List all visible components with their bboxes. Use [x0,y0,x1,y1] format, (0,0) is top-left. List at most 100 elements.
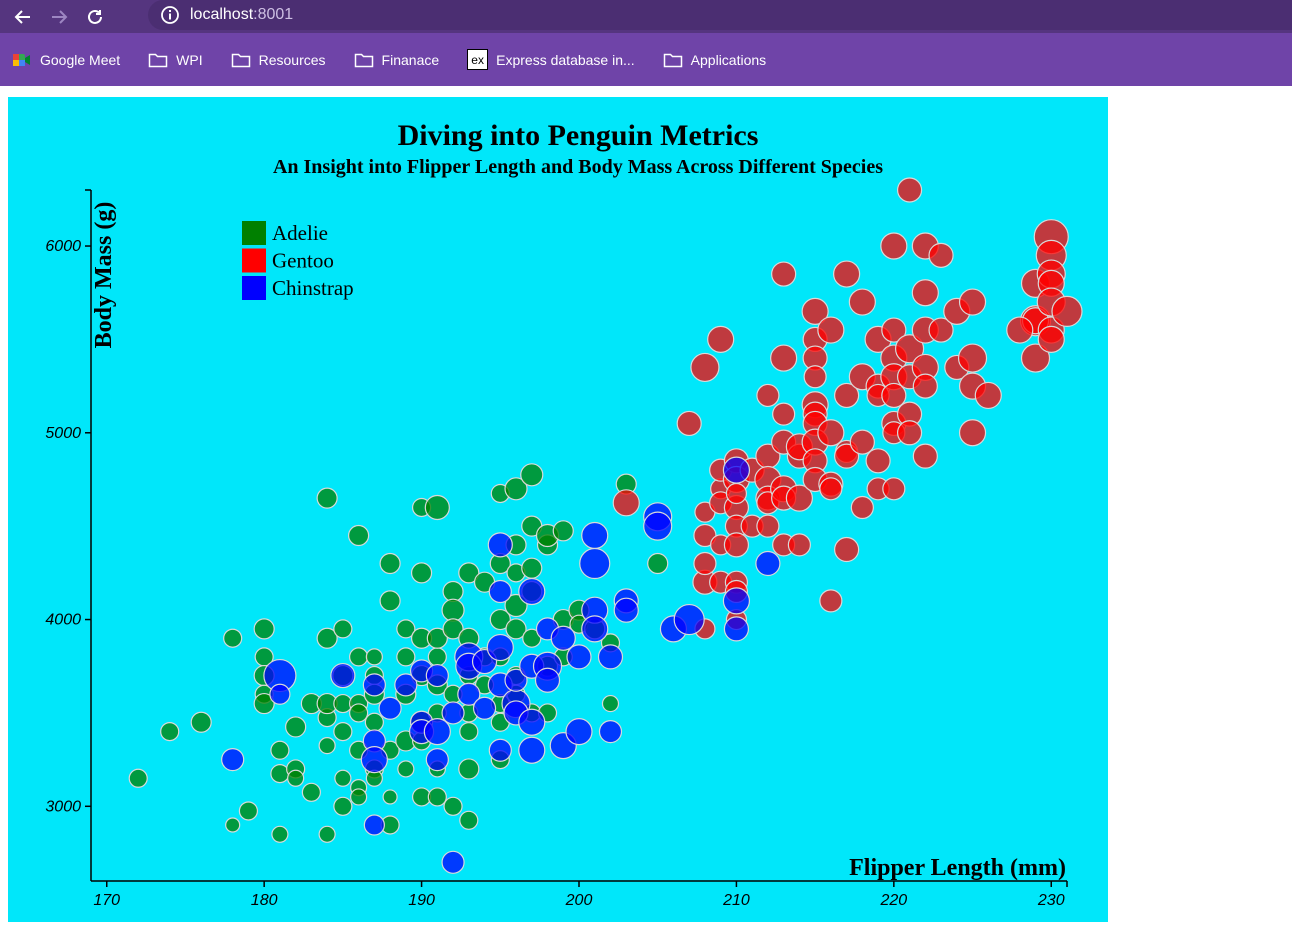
data-point-adelie[interactable] [270,740,290,760]
data-point-gentoo[interactable] [928,317,954,343]
data-point-chinstrap[interactable] [518,577,546,606]
data-point-chinstrap[interactable] [269,683,291,705]
data-point-gentoo[interactable] [881,317,907,343]
data-point-chinstrap[interactable] [581,615,609,643]
data-point-gentoo[interactable] [723,532,750,558]
data-point-chinstrap[interactable] [472,696,497,720]
data-point-chinstrap[interactable] [550,625,576,651]
bookmark-finanace[interactable]: Finanace [354,52,439,68]
data-point-chinstrap[interactable] [598,719,623,744]
data-point-adelie[interactable] [505,618,527,640]
data-point-adelie[interactable] [253,618,275,640]
data-point-chinstrap[interactable] [613,597,639,623]
data-point-chinstrap[interactable] [518,708,546,736]
data-point-chinstrap[interactable] [330,662,356,689]
data-point-gentoo[interactable] [865,448,891,474]
data-point-adelie[interactable] [316,487,338,509]
data-point-adelie[interactable] [285,716,307,738]
data-point-gentoo[interactable] [848,288,876,316]
data-point-chinstrap[interactable] [518,736,546,764]
data-point-gentoo[interactable] [756,383,780,408]
data-point-chinstrap[interactable] [565,717,593,746]
data-point-gentoo[interactable] [894,334,925,364]
data-point-adelie[interactable] [379,590,401,612]
bookmark-google-meet[interactable]: Google Meet [12,52,120,68]
info-icon[interactable] [160,5,180,25]
data-point-gentoo[interactable] [612,489,640,517]
data-point-chinstrap[interactable] [425,663,449,688]
data-point-gentoo[interactable] [771,261,797,287]
data-point-chinstrap[interactable] [566,644,592,670]
data-point-adelie[interactable] [459,810,479,830]
data-point-adelie[interactable] [349,703,369,723]
data-point-adelie[interactable] [333,619,353,639]
data-point-chinstrap[interactable] [597,644,624,670]
data-point-gentoo[interactable] [834,536,860,563]
data-point-adelie[interactable] [410,562,433,584]
data-point-adelie[interactable] [601,694,620,713]
data-point-chinstrap[interactable] [441,850,465,874]
data-point-gentoo[interactable] [850,495,874,520]
data-point-adelie[interactable] [397,760,415,778]
bookmark-resources[interactable]: Resources [231,52,326,68]
data-point-adelie[interactable] [316,627,338,649]
data-point-adelie[interactable] [458,758,480,780]
data-point-chinstrap[interactable] [673,603,705,636]
data-point-gentoo[interactable] [896,177,923,203]
data-point-adelie[interactable] [426,627,448,649]
data-point-gentoo[interactable] [1020,343,1051,373]
data-point-gentoo[interactable] [785,484,813,512]
data-point-gentoo[interactable] [1051,295,1083,327]
data-point-adelie[interactable] [443,796,463,816]
data-point-chinstrap[interactable] [378,696,402,720]
data-point-adelie[interactable] [427,787,447,807]
data-point-gentoo[interactable] [849,429,875,455]
data-point-chinstrap[interactable] [581,521,609,550]
data-point-adelie[interactable] [424,494,450,521]
data-point-chinstrap[interactable] [221,748,245,772]
data-point-adelie[interactable] [318,737,336,755]
data-point-chinstrap[interactable] [394,673,418,697]
data-point-adelie[interactable] [520,463,544,487]
data-point-gentoo[interactable] [676,410,702,437]
data-point-gentoo[interactable] [928,242,954,268]
data-point-chinstrap[interactable] [722,587,751,615]
data-point-chinstrap[interactable] [504,668,528,692]
data-point-gentoo[interactable] [787,533,811,557]
data-point-adelie[interactable] [458,562,480,584]
data-point-gentoo[interactable] [772,402,796,426]
data-point-adelie[interactable] [504,477,528,501]
data-point-gentoo[interactable] [974,381,1002,410]
data-point-gentoo[interactable] [707,325,735,354]
data-point-adelie[interactable] [396,647,416,667]
data-point-adelie[interactable] [364,712,384,732]
data-point-adelie[interactable] [349,647,369,667]
data-point-gentoo[interactable] [911,279,939,307]
data-point-chinstrap[interactable] [362,673,386,697]
bookmark-express-database[interactable]: ex Express database in... [467,49,635,70]
data-point-gentoo[interactable] [958,419,987,447]
data-point-adelie[interactable] [365,648,383,666]
data-point-adelie[interactable] [521,557,543,579]
data-point-chinstrap[interactable] [441,701,465,725]
data-point-adelie[interactable] [160,721,180,742]
data-point-chinstrap[interactable] [425,748,449,772]
data-point-gentoo[interactable] [817,419,845,447]
data-point-adelie[interactable] [271,825,289,843]
data-point-adelie[interactable] [238,801,259,821]
data-point-gentoo[interactable] [770,344,798,372]
data-point-gentoo[interactable] [880,232,908,260]
data-point-chinstrap[interactable] [423,717,451,746]
data-point-gentoo[interactable] [881,382,907,409]
data-point-gentoo[interactable] [801,297,829,325]
data-point-adelie[interactable] [552,520,574,542]
data-point-chinstrap[interactable] [457,682,481,706]
data-point-adelie[interactable] [350,788,368,806]
data-point-adelie[interactable] [223,628,243,648]
data-point-chinstrap[interactable] [360,746,388,774]
data-point-chinstrap[interactable] [363,814,385,836]
address-bar[interactable]: localhost:8001 [148,0,1292,30]
data-point-gentoo[interactable] [912,373,938,399]
data-point-adelie[interactable] [225,817,241,833]
data-point-gentoo[interactable] [1006,316,1034,344]
